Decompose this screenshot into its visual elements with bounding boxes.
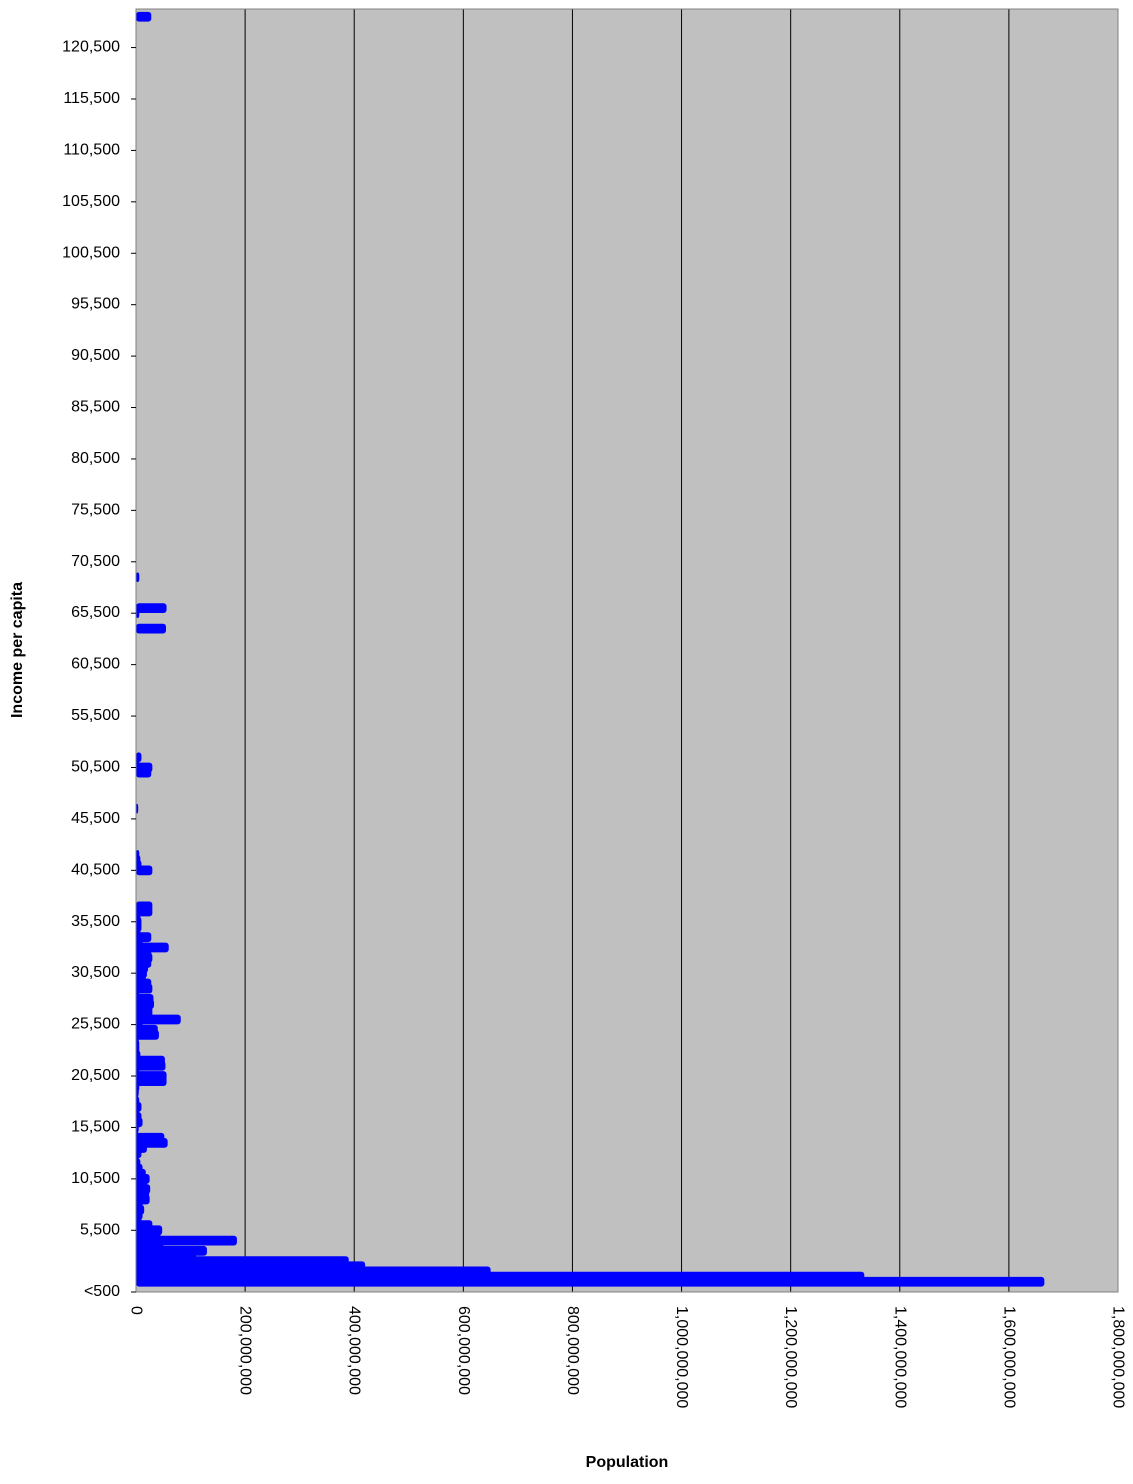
y-tick-label: 120,500 xyxy=(62,39,120,56)
y-tick-label: 50,500 xyxy=(71,758,120,775)
y-tick-label: 35,500 xyxy=(71,913,120,930)
bar xyxy=(136,752,142,763)
y-tick-label: 15,500 xyxy=(71,1118,120,1135)
y-tick-labels: <500 5,500 10,500 15,500 20,500 25,500 30,500 3… xyxy=(62,39,120,1300)
x-tick-label: 0 xyxy=(128,1306,145,1315)
bar xyxy=(136,1132,165,1143)
y-tick-label: 80,500 xyxy=(71,450,120,467)
x-tick-label: 800,000,000 xyxy=(564,1306,581,1395)
y-tick-label: 20,500 xyxy=(71,1067,120,1084)
y-axis-title: Income per capita xyxy=(9,582,26,718)
x-tick-label: 1,600,000,000 xyxy=(1000,1306,1017,1408)
bar xyxy=(136,572,140,583)
x-tick-labels: 0 200,000,000 400,000,000 600,000,000 800,00… xyxy=(128,1306,1127,1408)
y-tick-label: 60,500 xyxy=(71,656,120,673)
bar xyxy=(136,623,167,634)
plot-area xyxy=(136,9,1118,1292)
y-tick-label: 85,500 xyxy=(71,399,120,416)
x-tick-label: 1,200,000,000 xyxy=(782,1306,799,1408)
y-tick-label: 55,500 xyxy=(71,707,120,724)
bar-series xyxy=(136,11,1045,1287)
x-tick-label: 1,000,000,000 xyxy=(673,1306,690,1408)
bar xyxy=(136,1055,165,1066)
y-tick-label: 65,500 xyxy=(71,604,120,621)
bar xyxy=(136,1071,167,1081)
x-tick-label: 1,800,000,000 xyxy=(1110,1306,1127,1408)
y-tick-label: 45,500 xyxy=(71,810,120,827)
y-tick-label: 40,500 xyxy=(71,861,120,878)
y-tick-label: 30,500 xyxy=(71,964,120,981)
y-tick-label: 90,500 xyxy=(71,347,120,364)
bar xyxy=(136,850,140,860)
x-axis-title: Population xyxy=(586,1454,669,1471)
x-tick-label: 200,000,000 xyxy=(237,1306,254,1395)
y-tick-label: 110,500 xyxy=(63,141,120,158)
bar xyxy=(136,901,153,912)
y-tick-label: 10,500 xyxy=(71,1170,120,1187)
y-tick-label: 105,500 xyxy=(62,193,120,210)
y-tick-label: <500 xyxy=(84,1283,120,1300)
x-tick-label: 400,000,000 xyxy=(346,1306,363,1395)
bar xyxy=(136,762,153,773)
y-tick-label: 75,500 xyxy=(71,501,120,518)
y-tick-label: 115,500 xyxy=(63,90,120,107)
gridlines xyxy=(244,9,1010,1292)
y-tick-marks xyxy=(131,47,136,1293)
x-tick-label: 1,400,000,000 xyxy=(891,1306,908,1408)
bar xyxy=(136,942,169,953)
bar xyxy=(136,803,139,814)
bar xyxy=(136,11,152,22)
y-tick-label: 25,500 xyxy=(71,1016,120,1033)
bar xyxy=(136,603,167,613)
plot-border xyxy=(135,8,1119,1293)
bar xyxy=(136,994,154,1004)
y-tick-label: 100,500 xyxy=(62,244,120,261)
bar xyxy=(136,1235,237,1246)
y-tick-label: 95,500 xyxy=(71,296,120,313)
x-tick-label: 600,000,000 xyxy=(455,1306,472,1395)
y-tick-label: 70,500 xyxy=(71,553,120,570)
y-tick-label: 5,500 xyxy=(80,1221,120,1238)
